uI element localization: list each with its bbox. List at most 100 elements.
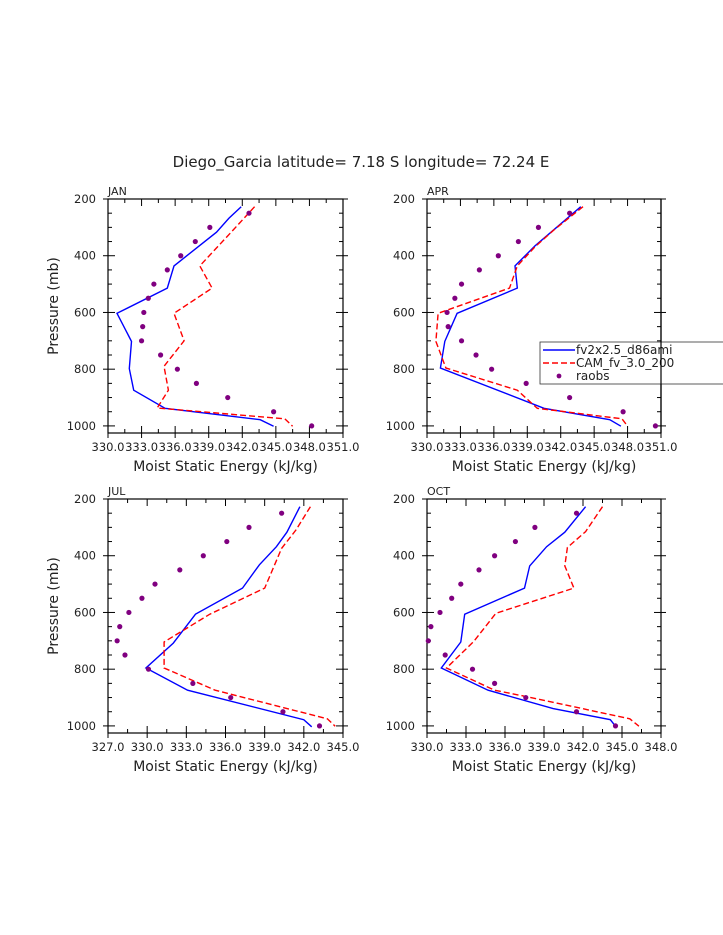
raobs-point [523,380,529,386]
y-tick-label: 800 [74,662,96,676]
raobs-point [473,352,479,358]
raobs-point [535,224,542,230]
raobs-point [224,538,230,545]
raobs-point [145,666,152,672]
raobs-point [452,295,458,301]
raobs-point [271,409,277,415]
series-line-fv2x2-5 [144,506,313,728]
x-tick-label: 339.0 [511,440,544,454]
raobs-point [495,253,501,259]
raobs-point [164,267,170,273]
raobs-point [280,709,286,715]
raobs-point [138,338,145,344]
x-tick-label: 333.0 [125,440,158,454]
raobs-point [425,638,431,644]
raobs-point [449,595,455,601]
raobs-point [437,609,443,616]
y-tick-label: 1000 [386,419,415,433]
x-tick-label: 336.0 [489,740,522,754]
x-tick-label: 330.0 [411,740,444,754]
raobs-point [428,624,434,630]
raobs-point [207,224,213,230]
raobs-point [228,694,234,701]
raobs-point [573,709,580,715]
x-tick-label: 333.0 [170,740,203,754]
panel-label: APR [427,185,449,198]
x-tick-label: 339.0 [192,440,225,454]
x-tick-label: 345.0 [259,440,292,454]
panel-jan: JAN 330.0 333.0 336.0 339.0 342.0 345.0 348.0 35… [46,185,359,475]
raobs-point [122,652,128,658]
y-tick-label: 400 [74,549,96,563]
x-tick-label: 330.0 [92,440,125,454]
plot-frame [426,498,662,734]
raobs-point [141,309,147,316]
raobs-point [532,524,538,530]
series-line-cam-fv-3-0 [445,506,640,727]
raobs-point [246,210,252,216]
raobs-point [246,524,252,530]
raobs-point [157,352,164,358]
x-tick-label: 351.0 [645,440,678,454]
raobs-point [279,510,285,516]
x-axis-label: Moist Static Energy (kJ/kg) [133,459,318,475]
y-tick-label: 800 [393,362,415,376]
raobs-point [515,238,521,245]
raobs-point [114,638,120,644]
raobs-point [445,324,451,330]
series-line-fv2x2-5 [439,206,622,427]
y-tick-label: 800 [393,662,415,676]
raobs-point [492,680,498,686]
raobs-point [492,553,498,559]
raobs-point [444,309,450,316]
y-tick-label: 1000 [67,419,96,433]
legend-entry: fv2x2.5_d86ami [576,343,672,357]
x-tick-label: 351.0 [327,440,360,454]
raobs-point [458,338,465,344]
y-tick-label: 600 [74,605,96,619]
raobs-point [458,281,465,287]
panel-label: JUL [107,485,126,498]
raobs-point [567,210,573,216]
raobs-point [309,423,315,429]
chart-title: Diego_Garcia latitude= 7.18 S longitude=… [173,153,550,172]
x-tick-label: 345.0 [606,740,639,754]
y-tick-label: 600 [393,605,415,619]
raobs-point [523,694,529,701]
legend-entry: CAM_fv_3.0_200 [576,356,674,370]
y-tick-label: 400 [74,249,96,263]
x-tick-label: 336.0 [209,740,242,754]
raobs-point [316,723,323,729]
plot-frame [107,498,344,734]
raobs-point [567,394,573,401]
x-tick-label: 348.0 [611,440,644,454]
x-tick-label: 342.0 [226,440,259,454]
y-tick-label: 1000 [386,719,415,733]
y-tick-label: 400 [393,249,415,263]
series-line-cam-fv-3-0 [163,506,336,727]
y-tick-label: 200 [393,192,415,206]
y-axis-label: Pressure (mb) [46,557,62,655]
raobs-point [117,624,123,630]
y-tick-label: 200 [74,192,96,206]
raobs-point [193,380,200,386]
x-tick-label: 339.0 [528,740,561,754]
x-tick-label: 348.0 [293,440,326,454]
raobs-point [145,295,151,301]
raobs-point [200,553,206,559]
raobs-point [620,409,626,415]
y-tick-label: 200 [393,492,415,506]
plot-frame [426,198,662,434]
x-axis-label: Moist Static Energy (kJ/kg) [452,459,637,475]
raobs-point [489,366,495,372]
raobs-point [151,281,157,287]
y-tick-label: 600 [393,305,415,319]
x-tick-label: 342.0 [567,740,600,754]
raobs-point [612,723,619,729]
raobs-point [177,567,183,573]
x-tick-label: 330.0 [131,740,164,754]
x-tick-label: 327.0 [92,740,125,754]
